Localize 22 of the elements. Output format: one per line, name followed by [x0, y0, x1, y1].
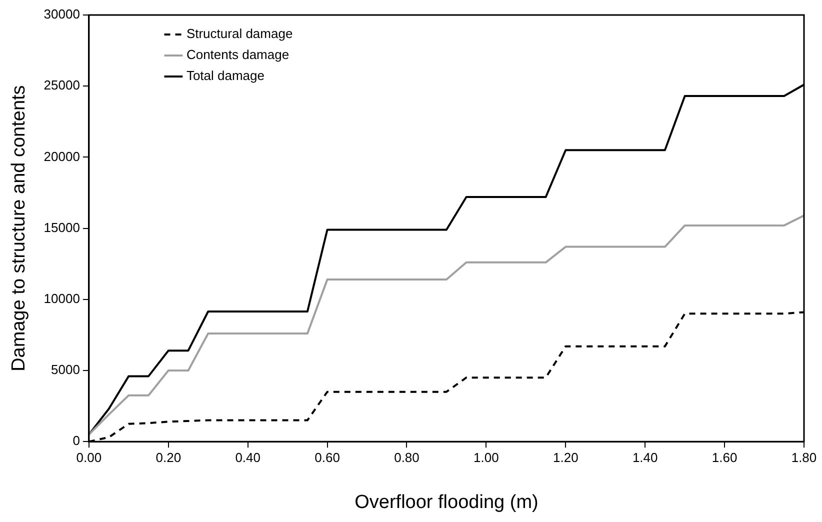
x-tick-label: 1.00	[474, 450, 499, 465]
x-tick-label: 0.80	[394, 450, 420, 465]
legend-label: Contents damage	[186, 47, 290, 62]
y-tick-label: 10000	[44, 290, 80, 306]
x-tick-label: 0.20	[156, 450, 182, 465]
y-tick-label: 25000	[44, 78, 80, 93]
y-tick-label: 20000	[44, 148, 80, 164]
x-axis-title: Overfloor flooding (m)	[354, 492, 538, 513]
x-tick-label: 0.40	[235, 450, 261, 465]
legend-label: Structural damage	[186, 26, 293, 42]
x-tick-label: 1.40	[632, 450, 658, 465]
x-tick-label: 1.80	[791, 450, 817, 465]
y-tick-label: 30000	[44, 6, 80, 22]
x-tick-label: 1.60	[712, 450, 738, 465]
legend-label: Total damage	[186, 68, 265, 84]
x-tick-label: 1.20	[552, 450, 578, 465]
x-tick-label: 0.60	[314, 450, 340, 465]
y-tick-label: 0	[72, 433, 80, 448]
x-tick-label: 0.00	[76, 450, 102, 465]
y-tick-label: 5000	[51, 362, 80, 378]
y-axis-title: Damage to structure and contents	[8, 85, 30, 372]
y-tick-label: 15000	[44, 220, 80, 235]
